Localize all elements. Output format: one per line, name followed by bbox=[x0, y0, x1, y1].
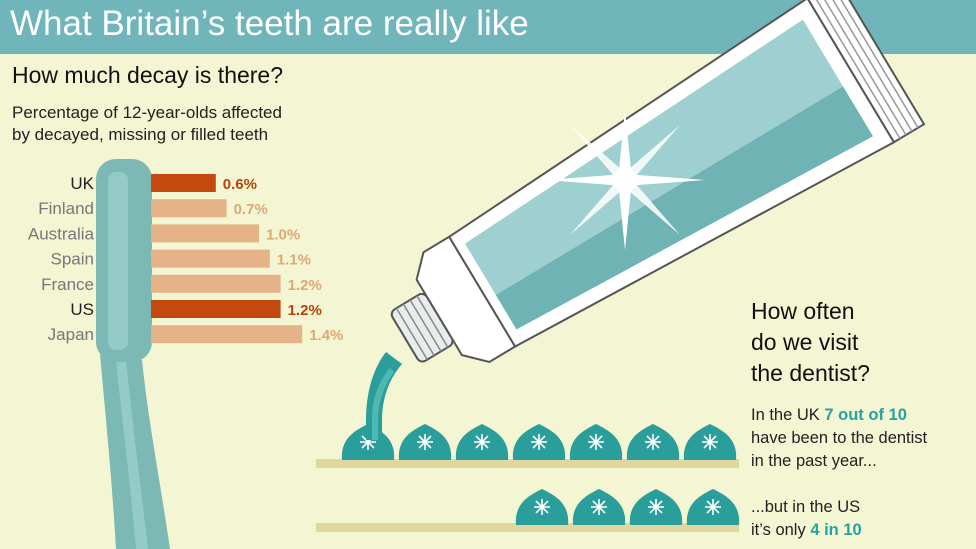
decay-subtitle: How much decay is there? bbox=[12, 62, 284, 88]
uk-visits-text: In the UK 7 out of 10 have been to the d… bbox=[751, 404, 927, 473]
visits-subtitle: How often do we visit the dentist? bbox=[751, 296, 870, 389]
paste-stream-icon bbox=[366, 352, 402, 440]
category-label-uk: UK bbox=[70, 174, 94, 193]
uk-visits-line-2: have been to the dentist bbox=[751, 429, 928, 447]
paste-blob-uk-icon bbox=[683, 424, 737, 460]
bar-uk bbox=[151, 174, 216, 192]
bar-france bbox=[151, 274, 281, 293]
paste-blob-us-icon bbox=[572, 489, 626, 525]
value-label-us: 1.2% bbox=[288, 302, 322, 319]
bar-chart: UK 0.6% Finland 0.7% Australia 1.0% Spain 1.1% F… bbox=[28, 174, 343, 344]
value-label-france: 1.2% bbox=[288, 277, 322, 294]
toothpaste-tube-icon bbox=[390, 0, 926, 364]
value-label-australia: 1.0% bbox=[266, 226, 300, 243]
value-label-japan: 1.4% bbox=[309, 327, 343, 344]
us-visits-text: ...but in the US it’s only 4 in 10 bbox=[751, 496, 862, 542]
shelf-uk bbox=[316, 459, 739, 468]
bar-finland bbox=[151, 199, 227, 218]
bar-australia bbox=[151, 224, 259, 243]
value-label-finland: 0.7% bbox=[234, 201, 268, 218]
visits-subtitle-line-2: do we visit bbox=[751, 329, 859, 355]
category-label-spain: Spain bbox=[51, 250, 94, 269]
decay-description: Percentage of 12-year-olds affected by d… bbox=[12, 102, 282, 146]
bar-us bbox=[151, 300, 281, 318]
paste-blob-uk-icon bbox=[512, 424, 566, 460]
paste-blob-us-icon bbox=[686, 489, 740, 525]
category-label-australia: Australia bbox=[28, 224, 95, 243]
us-visits-pre: it’s only bbox=[751, 521, 811, 539]
paste-blob-uk-icon bbox=[455, 424, 509, 460]
bar-japan bbox=[151, 325, 303, 344]
uk-visits-highlight: 7 out of 10 bbox=[824, 406, 907, 424]
uk-visits-line-3: in the past year... bbox=[751, 452, 877, 470]
visits-subtitle-line-3: the dentist? bbox=[751, 360, 870, 386]
value-label-uk: 0.6% bbox=[223, 176, 257, 193]
sparkle-icon bbox=[545, 110, 705, 250]
paste-blob-uk-icon bbox=[398, 424, 452, 460]
decay-description-line-1: Percentage of 12-year-olds affected bbox=[12, 103, 282, 122]
us-visits-highlight: 4 in 10 bbox=[810, 521, 862, 539]
category-label-finland: Finland bbox=[38, 199, 94, 218]
category-label-france: France bbox=[41, 275, 94, 294]
us-visits-line-1: ...but in the US bbox=[751, 498, 861, 516]
page-title: What Britain’s teeth are really like bbox=[10, 4, 529, 43]
decay-description-line-2: by decayed, missing or filled teeth bbox=[12, 125, 269, 144]
category-label-japan: Japan bbox=[48, 325, 94, 344]
value-label-spain: 1.1% bbox=[277, 252, 311, 269]
shelf-us bbox=[316, 523, 739, 532]
category-label-us: US bbox=[70, 300, 94, 319]
visits-subtitle-line-1: How often bbox=[751, 298, 855, 324]
paste-blob-uk-icon bbox=[626, 424, 680, 460]
paste-blob-us-icon bbox=[629, 489, 683, 525]
uk-visits-pre: In the UK bbox=[751, 406, 825, 424]
paste-blobs bbox=[341, 424, 740, 525]
bar-spain bbox=[151, 249, 270, 268]
paste-blob-uk-icon bbox=[569, 424, 623, 460]
paste-blob-us-icon bbox=[515, 489, 569, 525]
